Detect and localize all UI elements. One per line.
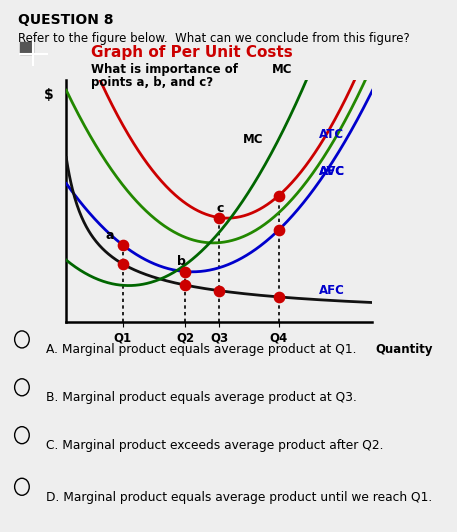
Text: ATC: ATC: [319, 128, 345, 141]
Text: $: $: [43, 88, 53, 102]
Point: [275, 226, 282, 234]
Point: [216, 286, 223, 295]
Text: A. Marginal product equals average product at Q1.: A. Marginal product equals average produ…: [46, 343, 356, 356]
Text: What is importance of: What is importance of: [91, 63, 239, 76]
Text: D. Marginal product equals average product until we reach Q1.: D. Marginal product equals average produ…: [46, 491, 432, 503]
Text: b: b: [177, 255, 186, 269]
Text: a: a: [105, 229, 113, 242]
Text: AFC: AFC: [319, 284, 345, 297]
Text: B. Marginal product equals average product at Q3.: B. Marginal product equals average produ…: [46, 391, 356, 404]
Point: [119, 240, 126, 249]
Text: C. Marginal product exceeds average product after Q2.: C. Marginal product exceeds average prod…: [46, 439, 383, 452]
Text: AFC: AFC: [319, 165, 345, 178]
Text: Graph of Per Unit Costs: Graph of Per Unit Costs: [91, 45, 293, 60]
Point: [216, 213, 223, 222]
Text: points a, b, and c?: points a, b, and c?: [91, 76, 213, 88]
Text: Refer to the figure below.  What can we conclude from this figure?: Refer to the figure below. What can we c…: [18, 32, 410, 45]
Point: [119, 260, 126, 268]
Text: c: c: [216, 202, 223, 214]
Text: AVC: AVC: [319, 165, 345, 178]
Text: QUESTION 8: QUESTION 8: [18, 13, 114, 27]
Point: [181, 281, 189, 289]
Text: MC: MC: [272, 63, 292, 76]
Text: Quantity: Quantity: [376, 343, 433, 356]
Point: [275, 192, 282, 200]
Text: MC: MC: [243, 133, 263, 146]
Point: [275, 293, 282, 301]
Point: [181, 267, 189, 276]
